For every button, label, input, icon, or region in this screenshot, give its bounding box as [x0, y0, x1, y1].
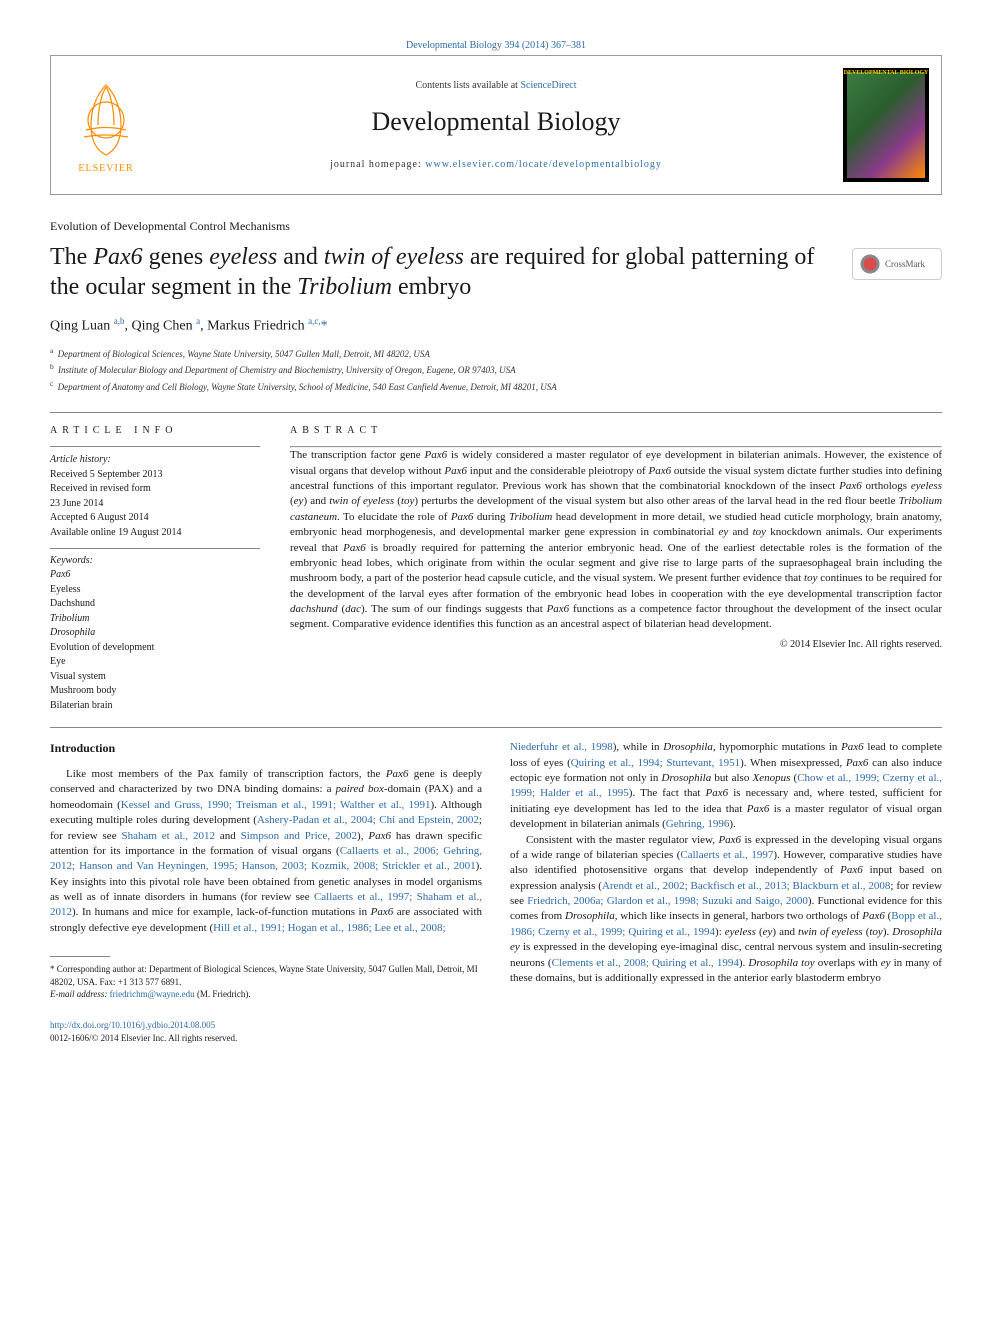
- journal-name: Developmental Biology: [161, 107, 831, 137]
- corresponding-text: * Corresponding author at: Department of…: [50, 963, 482, 988]
- keyword: Drosophila: [50, 626, 260, 641]
- issn-line: 0012-1606/© 2014 Elsevier Inc. All right…: [50, 1032, 942, 1045]
- introduction-head: Introduction: [50, 740, 482, 757]
- authors: Qing Luan a,b, Qing Chen a, Markus Fried…: [50, 316, 942, 335]
- info-rule: [50, 446, 260, 447]
- contents-prefix: Contents lists available at: [415, 80, 520, 91]
- journal-cover: DEVELOPMENTAL BIOLOGY: [843, 68, 929, 182]
- header-center: Contents lists available at ScienceDirec…: [161, 72, 831, 178]
- affiliations: a Department of Biological Sciences, Way…: [50, 345, 942, 395]
- abstract-head: abstract: [290, 425, 942, 436]
- journal-header: ELSEVIER Contents lists available at Sci…: [50, 55, 942, 195]
- keyword: Pax6: [50, 568, 260, 583]
- copyright: © 2014 Elsevier Inc. All rights reserved…: [290, 639, 942, 650]
- rule-top: [50, 412, 942, 413]
- intro-para-1b: Niederfuhr et al., 1998), while in Droso…: [510, 740, 942, 832]
- affiliation: a Department of Biological Sciences, Way…: [50, 345, 942, 362]
- svg-text:ELSEVIER: ELSEVIER: [78, 163, 133, 174]
- homepage-prefix: journal homepage:: [330, 159, 425, 170]
- keyword: Eye: [50, 655, 260, 670]
- intro-para-2: Consistent with the master regulator vie…: [510, 833, 942, 987]
- body-columns: Introduction Like most members of the Pa…: [50, 740, 942, 1001]
- email-name: (M. Friedrich).: [197, 989, 251, 999]
- history-line: Available online 19 August 2014: [50, 526, 260, 541]
- history-line: Received in revised form: [50, 482, 260, 497]
- homepage-link[interactable]: www.elsevier.com/locate/developmentalbio…: [425, 159, 662, 170]
- abstract-col: abstract The transcription factor gene P…: [290, 425, 942, 713]
- section-tag: Evolution of Developmental Control Mecha…: [50, 219, 942, 234]
- keyword: Dachshund: [50, 597, 260, 612]
- affiliation: b Institute of Molecular Biology and Dep…: [50, 361, 942, 378]
- journal-cover-title: DEVELOPMENTAL BIOLOGY: [843, 70, 929, 76]
- contents-line: Contents lists available at ScienceDirec…: [161, 80, 831, 91]
- footnote-rule: [50, 956, 110, 957]
- intro-para-1a: Like most members of the Pax family of t…: [50, 767, 482, 936]
- keyword: Bilaterian brain: [50, 699, 260, 714]
- doi-link[interactable]: http://dx.doi.org/10.1016/j.ydbio.2014.0…: [50, 1020, 215, 1030]
- history-line: 23 June 2014: [50, 497, 260, 512]
- journal-cover-cell: DEVELOPMENTAL BIOLOGY: [831, 60, 941, 190]
- affiliation: c Department of Anatomy and Cell Biology…: [50, 378, 942, 395]
- elsevier-logo: ELSEVIER: [66, 75, 146, 175]
- abstract-text: The transcription factor gene Pax6 is wi…: [290, 448, 942, 633]
- journal-cover-image: [847, 72, 925, 178]
- corresponding-footnote: * Corresponding author at: Department of…: [50, 963, 482, 1001]
- article-info-col: article info Article history: Received 5…: [50, 425, 260, 713]
- rule-bottom: [50, 727, 942, 728]
- top-citation-link[interactable]: Developmental Biology 394 (2014) 367–381: [406, 40, 586, 51]
- keyword: Eyeless: [50, 583, 260, 598]
- history-head: Article history:: [50, 453, 260, 468]
- crossmark-label: CrossMark: [885, 259, 925, 269]
- keyword: Tribolium: [50, 612, 260, 627]
- article-title: The Pax6 genes eyeless and twin of eyele…: [50, 242, 836, 302]
- crossmark-badge[interactable]: CrossMark: [852, 248, 942, 280]
- keywords-head: Keywords:: [50, 555, 260, 566]
- keyword: Visual system: [50, 670, 260, 685]
- keyword: Evolution of development: [50, 641, 260, 656]
- crossmark-icon: [859, 253, 881, 275]
- page-footer: http://dx.doi.org/10.1016/j.ydbio.2014.0…: [50, 1019, 942, 1044]
- homepage-line: journal homepage: www.elsevier.com/locat…: [161, 159, 831, 170]
- keywords-list: Pax6EyelessDachshundTriboliumDrosophilaE…: [50, 568, 260, 713]
- article-history: Article history: Received 5 September 20…: [50, 453, 260, 540]
- publisher-logo-cell: ELSEVIER: [51, 67, 161, 183]
- article-info-head: article info: [50, 425, 260, 436]
- sciencedirect-link[interactable]: ScienceDirect: [520, 80, 576, 91]
- keyword: Mushroom body: [50, 684, 260, 699]
- info-rule-2: [50, 548, 260, 549]
- top-citation: Developmental Biology 394 (2014) 367–381: [50, 40, 942, 51]
- history-line: Received 5 September 2013: [50, 468, 260, 483]
- email-link[interactable]: friedrichm@wayne.edu: [110, 989, 195, 999]
- history-line: Accepted 6 August 2014: [50, 511, 260, 526]
- email-label: E-mail address:: [50, 989, 107, 999]
